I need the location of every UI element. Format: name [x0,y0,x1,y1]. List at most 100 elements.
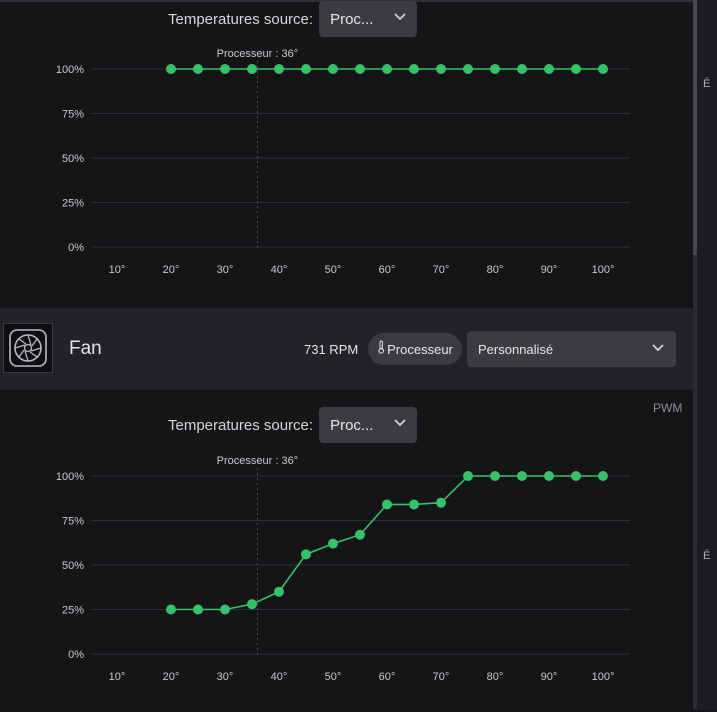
temperature-marker-label: Processeur : 36° [217,48,298,60]
x-tick-label: 30° [217,264,234,276]
curve-point[interactable] [220,604,230,615]
curve-point[interactable] [328,64,338,74]
curve-point[interactable] [598,64,608,74]
curve-point[interactable] [274,586,284,597]
curve-point[interactable] [436,64,446,74]
fan-name: Fan [69,338,102,359]
truncated-label: É [703,550,711,562]
top-fan-curve-section: Temperatures source: Proc... 100% 75% 50% 2… [0,0,693,306]
curve-point[interactable] [490,471,500,481]
temperature-marker-label: Processeur : 36° [217,455,298,467]
temp-source-row: Temperatures source: Proc... [168,407,418,443]
curve-point[interactable] [409,499,419,510]
chevron-down-icon [394,419,406,427]
y-tick-label: 0% [68,242,84,254]
y-tick-label: 0% [68,649,84,661]
x-tick-label: 60° [379,671,396,683]
curve-point[interactable] [220,64,230,74]
fan-curve-chart[interactable]: 100% 75% 50% 25% 0% 10° 20° 30° 40° 50° 60° 70° 80° 9… [0,45,693,305]
temp-source-value: Proc... [330,416,374,434]
series-line [171,475,603,611]
curve-point[interactable] [544,64,554,74]
curve-point[interactable] [409,64,419,74]
curve-point[interactable] [571,64,581,74]
x-tick-label: 80° [487,264,504,276]
curve-point[interactable] [193,64,203,74]
chevron-down-icon [394,13,406,21]
chart-svg: 100% 75% 50% 25% 0% 10° 20° 30° 40° 50° 60° 70° 80° 9… [56,455,630,683]
y-tick-label: 75% [62,516,84,528]
x-tick-label: 70° [433,264,450,276]
x-tick-label: 90° [541,264,558,276]
y-tick-label: 25% [62,198,84,210]
chevron-down-icon [652,344,664,352]
curve-point[interactable] [544,471,554,481]
curve-point[interactable] [436,497,446,508]
curve-point[interactable] [490,64,500,74]
fan-rpm: 731 RPM [304,342,359,357]
y-tick-label: 100% [56,64,84,76]
y-tick-label: 100% [56,471,84,483]
curve-point[interactable] [166,64,176,74]
scrollbar[interactable] [693,0,697,710]
x-tick-label: 20° [163,671,180,683]
y-tick-label: 50% [62,560,84,572]
temp-source-value: Proc... [330,10,374,28]
x-tick-label: 40° [271,671,288,683]
x-tick-label: 90° [541,671,558,683]
curve-point[interactable] [328,538,338,549]
curve-point[interactable] [463,471,473,481]
x-tick-label: 40° [271,264,288,276]
curve-point[interactable] [193,604,203,615]
x-tick-label: 50° [325,264,342,276]
x-tick-label: 70° [433,671,450,683]
chart-svg: 100% 75% 50% 25% 0% 10° 20° 30° 40° 50° 60° 70° 80° 9… [56,48,630,276]
y-tick-label: 50% [62,153,84,165]
fan-mode-select[interactable]: Personnalisé [467,331,676,367]
x-tick-label: 80° [487,671,504,683]
thermometer-icon [377,340,385,359]
fan-curve-section: Temperatures source: Proc... 100% 75% 50% 2… [0,390,693,710]
x-tick-label: 10° [109,671,126,683]
y-tick-label: 75% [62,109,84,121]
x-tick-label: 30° [217,671,234,683]
x-tick-label: 100° [592,671,615,683]
sensor-source-label: Processeur [387,341,453,357]
temp-source-row: Temperatures source: Proc... [168,1,418,37]
x-tick-label: 20° [163,264,180,276]
fan-mode-value: Personnalisé [478,341,554,357]
curve-point[interactable] [274,64,284,74]
curve-point[interactable] [166,604,176,615]
curve-point[interactable] [517,471,527,481]
scrollbar-thumb[interactable] [693,0,697,255]
curve-point[interactable] [598,471,608,481]
curve-point[interactable] [517,64,527,74]
curve-point[interactable] [301,64,311,74]
x-tick-label: 10° [109,264,126,276]
curve-point[interactable] [247,599,257,610]
x-tick-label: 100° [592,264,615,276]
curve-point[interactable] [382,499,392,510]
fan-header-bar: Fan 731 RPM Processeur Personnalisé [0,308,693,390]
curve-point[interactable] [382,64,392,74]
sensor-source-pill[interactable]: Processeur [368,333,462,365]
temp-source-select[interactable]: Proc... [319,407,418,443]
curve-point[interactable] [463,64,473,74]
curve-point[interactable] [247,64,257,74]
x-tick-label: 60° [379,264,396,276]
truncated-label: É [703,78,711,90]
curve-point[interactable] [355,529,365,540]
adjacent-panel: É É [697,0,717,710]
pwm-label: PWM [653,401,683,415]
curve-point[interactable] [355,64,365,74]
x-tick-label: 50° [325,671,342,683]
curve-point[interactable] [301,549,311,560]
temp-source-label: Temperatures source: [168,10,314,28]
curve-point[interactable] [571,471,581,481]
fan-icon [3,323,53,373]
fan-curve-chart[interactable]: 100% 75% 50% 25% 0% 10° 20° 30° 40° 50° 60° 70° 80° 9… [0,452,693,712]
temp-source-select[interactable]: Proc... [319,1,418,37]
temp-source-label: Temperatures source: [168,416,314,434]
y-tick-label: 25% [62,605,84,617]
